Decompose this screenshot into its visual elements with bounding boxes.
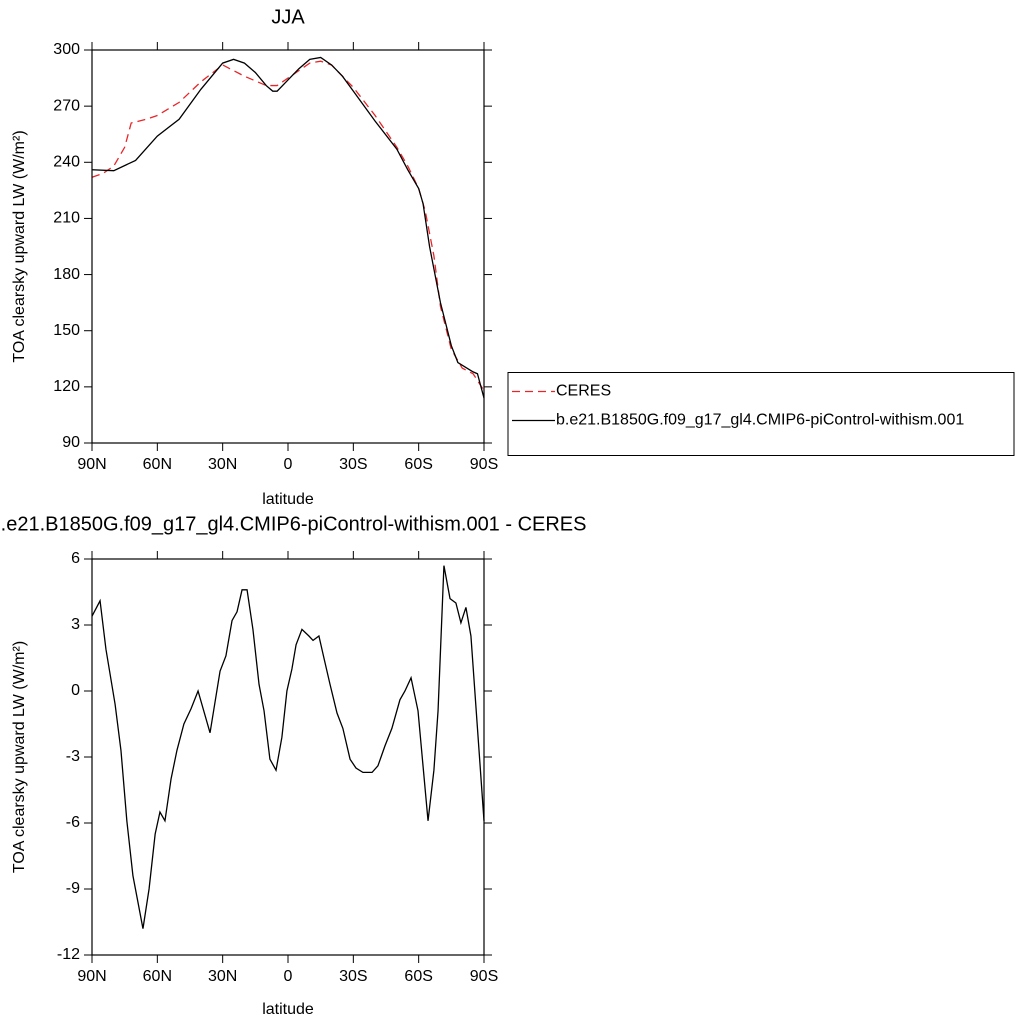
x-tick-label: 0 — [284, 456, 293, 473]
y-tick-label: 120 — [53, 378, 80, 395]
y-tick-label: 0 — [71, 682, 80, 699]
y-tick-label: -9 — [66, 880, 80, 897]
data-line — [91, 565, 485, 929]
y-tick-label: -6 — [66, 814, 80, 831]
x-tick-label: 90N — [77, 456, 106, 473]
x-tick-label: 0 — [284, 968, 293, 985]
x-tick-label: 30N — [208, 968, 237, 985]
legend-box — [507, 372, 1015, 456]
y-tick-label: 210 — [53, 210, 80, 227]
plot-frame — [91, 49, 485, 444]
x-tick-label: 60S — [404, 968, 432, 985]
legend-label: b.e21.B1850G.f09_g17_gl4.CMIP6-piControl… — [556, 412, 964, 429]
chart-title: JJA — [271, 6, 305, 28]
y-tick-label: 3 — [71, 616, 80, 633]
y-tick-label: 90 — [62, 434, 80, 451]
y-tick-label: -3 — [66, 748, 80, 765]
y-axis-label: TOA clearsky upward LW (W/m²) — [11, 641, 28, 873]
x-tick-label: 60S — [404, 456, 432, 473]
x-axis-label: latitude — [262, 1001, 314, 1018]
plot-frame — [91, 558, 485, 956]
chart-title: b.e21.B1850G.f09_g17_gl4.CMIP6-piControl… — [0, 513, 586, 535]
y-axis-label: TOA clearsky upward LW (W/m²) — [11, 130, 28, 362]
x-tick-label: 60N — [143, 968, 172, 985]
x-axis-label: latitude — [262, 491, 314, 508]
y-tick-label: 300 — [53, 41, 80, 58]
data-line — [91, 56, 485, 399]
x-tick-label: 30S — [339, 456, 367, 473]
x-tick-label: 30S — [339, 968, 367, 985]
data-line — [91, 60, 485, 391]
x-tick-label: 90S — [470, 968, 498, 985]
y-tick-label: -12 — [57, 946, 80, 963]
y-tick-label: 6 — [71, 550, 80, 567]
y-tick-label: 150 — [53, 322, 80, 339]
x-tick-label: 30N — [208, 456, 237, 473]
x-tick-label: 90S — [470, 456, 498, 473]
x-tick-label: 60N — [143, 456, 172, 473]
y-tick-label: 240 — [53, 154, 80, 171]
legend-label: CERES — [556, 383, 611, 400]
y-tick-label: 270 — [53, 97, 80, 114]
y-tick-label: 180 — [53, 266, 80, 283]
x-tick-label: 90N — [77, 968, 106, 985]
